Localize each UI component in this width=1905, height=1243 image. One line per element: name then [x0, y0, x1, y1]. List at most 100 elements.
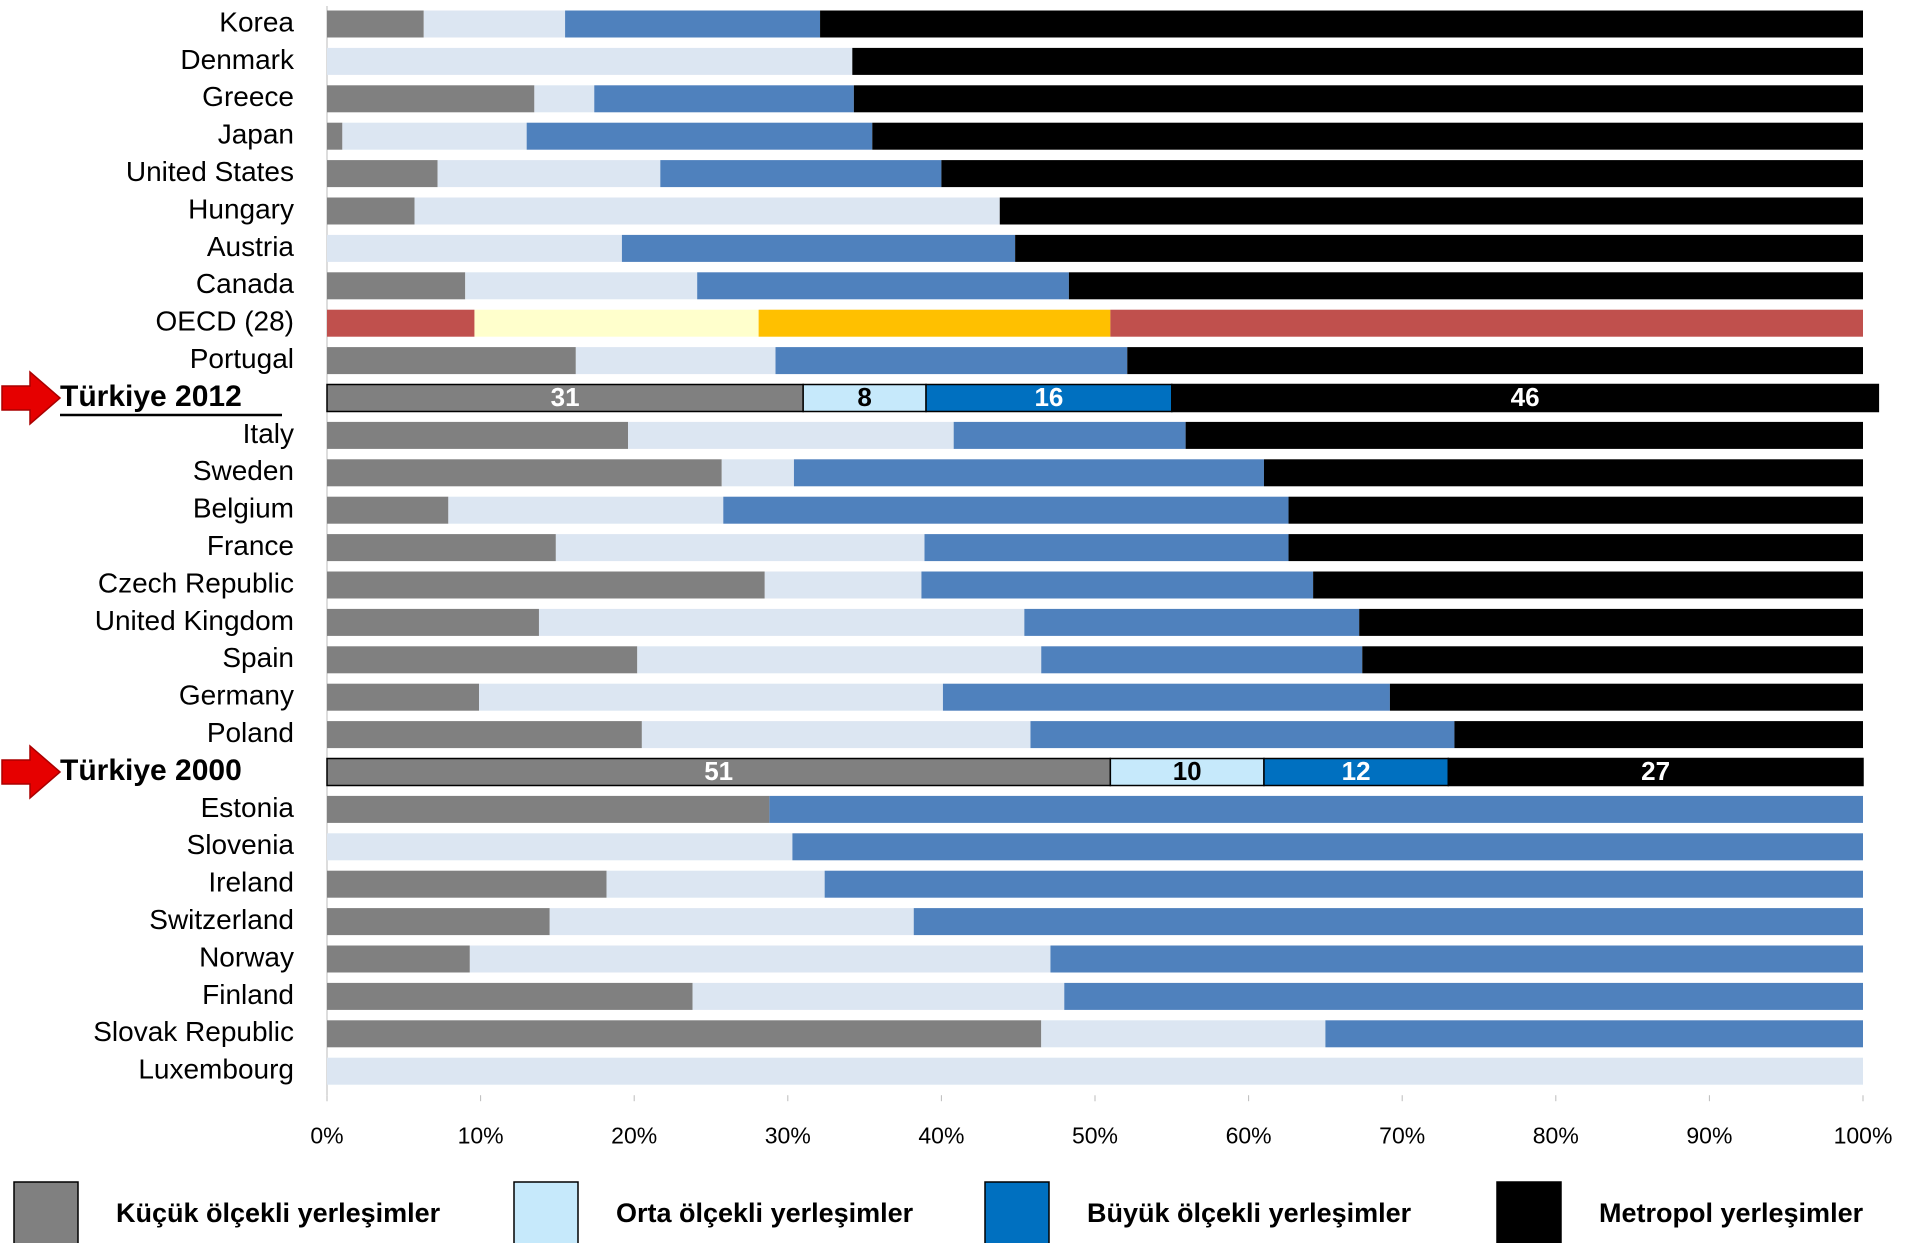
category-label: Finland	[202, 979, 294, 1010]
category-label: Switzerland	[149, 904, 294, 935]
category-label: Türkiye 2000	[60, 754, 242, 787]
bar-segment	[942, 683, 1390, 711]
x-tick-label: 90%	[1686, 1122, 1732, 1148]
category-label: Denmark	[180, 44, 295, 75]
bar-segment	[692, 982, 1065, 1010]
bar-segment	[793, 459, 1264, 487]
bar-segment	[327, 496, 449, 524]
bar-segment	[628, 421, 954, 449]
bar-segment	[1068, 272, 1863, 300]
category-label: Poland	[207, 717, 294, 748]
category-label: Czech Republic	[98, 567, 294, 598]
bar-segment	[775, 347, 1128, 375]
bar-segment	[565, 10, 821, 38]
data-label: 10	[1173, 756, 1202, 786]
x-tick-label: 60%	[1226, 1122, 1272, 1148]
bar-segment	[764, 571, 922, 599]
category-label: Belgium	[193, 493, 294, 524]
x-tick-label: 20%	[611, 1122, 657, 1148]
x-tick-label: 80%	[1533, 1122, 1579, 1148]
bar-segment	[802, 383, 927, 413]
data-label: 8	[857, 382, 871, 412]
bar-segment	[549, 908, 914, 936]
bar-segment	[327, 421, 629, 449]
category-label: Korea	[219, 6, 294, 37]
bar-segment	[526, 122, 873, 150]
bar-segment	[342, 122, 527, 150]
bar-segment	[1389, 683, 1863, 711]
bar-segment	[437, 160, 661, 188]
bar-segment	[327, 982, 693, 1010]
bar-segment	[327, 234, 622, 262]
bar-segment	[327, 85, 535, 113]
bar-segment	[999, 197, 1863, 225]
bar-segment	[534, 85, 595, 113]
bar-segment	[327, 459, 722, 487]
bar-segment	[327, 608, 539, 636]
category-label: Hungary	[188, 193, 294, 224]
bar-segment	[1110, 309, 1863, 337]
legend-label: Küçük ölçekli yerleşimler	[116, 1198, 441, 1228]
bar-segment	[327, 833, 793, 861]
x-tick-label: 0%	[310, 1122, 343, 1148]
bar-segment	[1024, 608, 1360, 636]
legend-swatch	[1496, 1181, 1562, 1243]
bar-segment	[327, 870, 607, 898]
legend-swatch	[984, 1181, 1050, 1243]
category-label: Norway	[199, 941, 294, 972]
bar-segment	[925, 383, 1173, 413]
category-label: OECD (28)	[156, 306, 294, 337]
bar-segment	[872, 122, 1863, 150]
bar-segment	[327, 197, 415, 225]
category-label: Estonia	[201, 792, 295, 823]
bar-segment	[913, 908, 1863, 936]
category-label: Italy	[243, 418, 294, 449]
bar-segment	[1171, 383, 1880, 413]
bar-segment	[723, 496, 1289, 524]
category-label: Spain	[222, 642, 294, 673]
bar-segment	[327, 309, 475, 337]
legend-label: Büyük ölçekli yerleşimler	[1087, 1198, 1412, 1228]
bar-segment	[1109, 757, 1265, 787]
category-label: Ireland	[208, 867, 294, 898]
bar-segment	[327, 47, 853, 75]
bar-segment	[1454, 721, 1863, 749]
category-label: France	[207, 530, 294, 561]
bar-segment	[1050, 945, 1863, 973]
x-tick-label: 40%	[918, 1122, 964, 1148]
bar-segment	[327, 721, 642, 749]
bar-segment	[327, 160, 438, 188]
legend-swatch	[13, 1181, 79, 1243]
bar-segment	[575, 347, 776, 375]
category-label: Sweden	[193, 455, 294, 486]
bar-segment	[1288, 534, 1863, 562]
legend-label: Orta ölçekli yerleşimler	[616, 1198, 914, 1228]
bar-segment	[423, 10, 566, 38]
category-label: United Kingdom	[95, 605, 294, 636]
data-label: 51	[704, 756, 733, 786]
bar-segment	[555, 534, 925, 562]
bar-segment	[1447, 757, 1864, 787]
bar-segment	[1359, 608, 1863, 636]
bar-segment	[1263, 459, 1863, 487]
category-label: Greece	[202, 81, 294, 112]
bar-segment	[852, 47, 1863, 75]
category-label: United States	[126, 156, 294, 187]
bar-segment	[792, 833, 1864, 861]
bar-segment	[327, 272, 466, 300]
category-label: Canada	[196, 268, 295, 299]
bar-segment	[594, 85, 854, 113]
bar-segment	[921, 571, 1314, 599]
category-label: Slovak Republic	[93, 1016, 294, 1047]
category-label: Austria	[207, 231, 295, 262]
bar-segment	[1064, 982, 1863, 1010]
bar-segment	[327, 1057, 1863, 1085]
x-tick-label: 50%	[1072, 1122, 1118, 1148]
bar-segment	[1362, 646, 1863, 674]
bar-segment	[1263, 757, 1450, 787]
x-tick-label: 30%	[765, 1122, 811, 1148]
bar-segment	[769, 795, 1864, 823]
pointer-arrow	[1, 744, 62, 800]
bar-segment	[1015, 234, 1863, 262]
